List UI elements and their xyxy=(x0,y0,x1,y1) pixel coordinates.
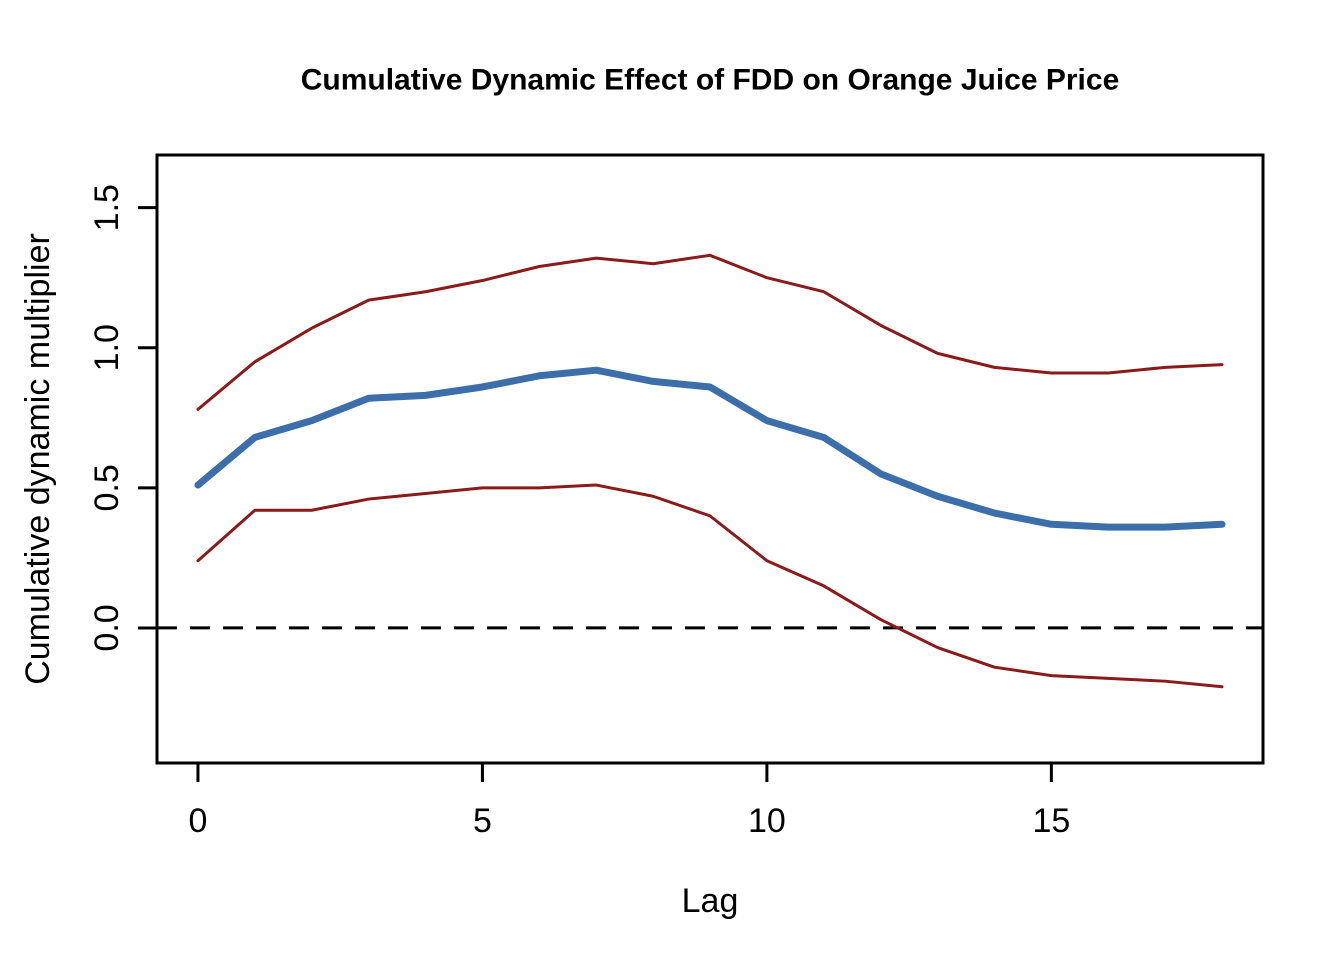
x-axis-label: Lag xyxy=(682,882,739,920)
chart-title: Cumulative Dynamic Effect of FDD on Oran… xyxy=(301,64,1120,97)
series-line-upper_band xyxy=(196,253,1224,411)
x-tick-label: 5 xyxy=(473,802,492,840)
y-axis: 0.0 0.5 1.0 1.5 xyxy=(88,184,157,652)
series-lines xyxy=(194,253,1226,689)
x-tick-label: 0 xyxy=(189,802,208,840)
y-tick-label: 1.0 xyxy=(88,324,126,371)
series-line-cumulative_multiplier xyxy=(194,366,1226,531)
x-axis: 0 5 10 15 xyxy=(189,763,1070,840)
x-tick-label: 15 xyxy=(1032,802,1070,840)
y-tick-label: 1.5 xyxy=(88,184,126,231)
y-axis-label: Cumulative dynamic multiplier xyxy=(19,233,57,685)
series-line-lower_band xyxy=(196,483,1224,689)
y-tick-label: 0.5 xyxy=(88,464,126,511)
y-tick-label: 0.0 xyxy=(88,604,126,651)
x-tick-label: 10 xyxy=(748,802,786,840)
plot-box xyxy=(155,153,1265,765)
